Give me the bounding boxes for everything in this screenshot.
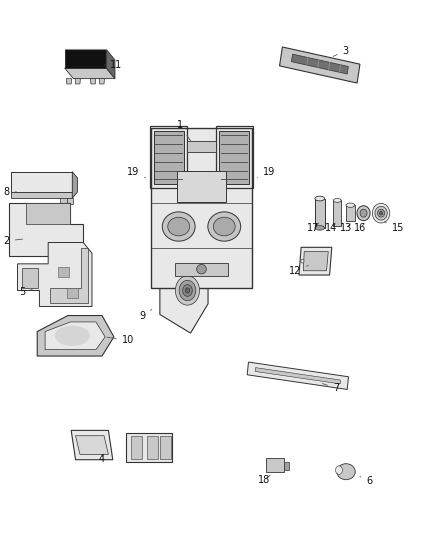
Polygon shape [131,436,142,459]
Polygon shape [45,322,105,350]
Polygon shape [151,128,252,288]
Polygon shape [50,248,88,303]
Text: 7: 7 [322,383,339,393]
Ellipse shape [208,212,241,241]
Polygon shape [72,172,78,198]
Ellipse shape [168,217,190,236]
Ellipse shape [213,217,235,236]
Text: 19: 19 [258,167,275,178]
Ellipse shape [162,212,195,241]
Polygon shape [9,203,83,256]
Polygon shape [67,288,78,298]
Text: 19: 19 [127,167,145,178]
Ellipse shape [179,280,196,301]
Polygon shape [255,368,340,384]
Polygon shape [160,261,208,333]
Polygon shape [299,247,332,275]
Text: 9: 9 [139,310,152,320]
Text: 10: 10 [107,335,134,345]
Ellipse shape [360,209,367,217]
Text: 3: 3 [333,46,349,56]
Polygon shape [266,458,284,472]
Polygon shape [65,68,115,78]
Ellipse shape [337,464,355,480]
Ellipse shape [55,326,90,346]
Polygon shape [11,172,72,192]
Polygon shape [90,78,95,84]
Text: 16: 16 [354,223,366,233]
Polygon shape [175,263,228,276]
Ellipse shape [372,204,390,223]
Polygon shape [346,205,355,221]
Ellipse shape [357,206,370,221]
Ellipse shape [375,206,387,220]
Polygon shape [99,78,104,84]
Text: 6: 6 [360,476,372,486]
Polygon shape [187,141,216,152]
Ellipse shape [333,198,341,203]
Polygon shape [75,78,81,84]
Ellipse shape [379,212,383,215]
Polygon shape [26,203,70,224]
Polygon shape [154,131,184,184]
Text: 8: 8 [4,187,17,197]
Polygon shape [160,436,171,459]
Polygon shape [147,436,158,459]
Ellipse shape [315,196,325,201]
Text: 15: 15 [385,222,404,233]
Polygon shape [106,50,115,78]
Text: 11: 11 [104,60,123,70]
Text: 2: 2 [4,236,23,246]
Polygon shape [71,431,113,459]
Text: 4: 4 [98,455,104,464]
Text: 13: 13 [340,223,352,233]
Text: 14: 14 [325,223,337,233]
Text: 12: 12 [289,265,308,276]
Ellipse shape [175,276,199,305]
Ellipse shape [301,260,304,263]
Polygon shape [219,131,249,184]
Polygon shape [303,252,328,271]
Ellipse shape [185,288,190,293]
Polygon shape [247,362,349,390]
Text: 17: 17 [307,223,320,233]
Polygon shape [58,266,69,277]
Polygon shape [279,47,360,83]
Polygon shape [333,200,341,226]
Polygon shape [22,268,38,288]
Polygon shape [284,462,289,470]
Polygon shape [67,78,72,84]
Ellipse shape [315,225,325,230]
Polygon shape [126,433,172,462]
Ellipse shape [197,264,206,274]
Ellipse shape [346,203,355,207]
Polygon shape [65,50,106,68]
Polygon shape [60,198,67,204]
Ellipse shape [336,466,343,474]
Polygon shape [11,192,72,198]
Text: 18: 18 [258,475,271,484]
Ellipse shape [378,209,385,217]
Ellipse shape [183,285,192,296]
Polygon shape [18,243,92,306]
Text: 5: 5 [19,287,33,297]
Polygon shape [177,171,226,202]
Polygon shape [291,54,348,74]
Polygon shape [67,198,73,204]
Text: 1: 1 [177,120,191,142]
Polygon shape [37,316,114,356]
Polygon shape [315,199,325,228]
Polygon shape [75,436,109,454]
